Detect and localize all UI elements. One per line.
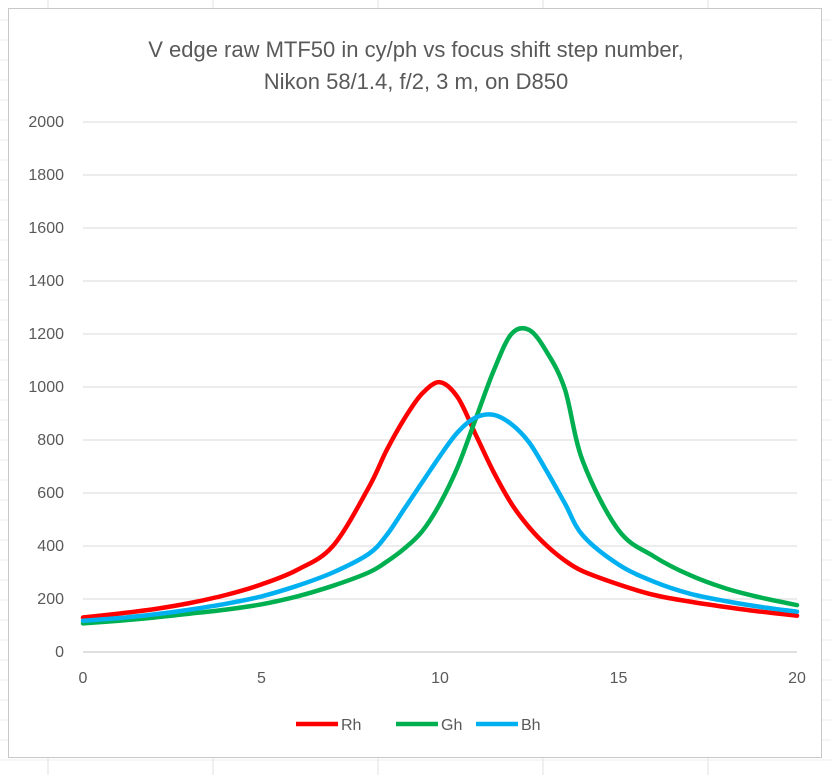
gridlines — [83, 121, 797, 653]
y-tick-label: 400 — [37, 538, 64, 555]
legend-label-gh: Gh — [441, 717, 462, 734]
y-tick-label: 200 — [37, 591, 64, 608]
x-tick-label: 10 — [431, 670, 449, 687]
x-tick-label: 0 — [79, 670, 88, 687]
y-tick-label: 0 — [55, 644, 64, 661]
x-tick-label: 15 — [610, 670, 628, 687]
legend-label-rh: Rh — [341, 717, 361, 734]
y-axis-tick-labels: 0 200 400 600 800 1000 1200 1400 1600 1800 2000 — [28, 114, 64, 661]
chart-title-line-2: Nikon 58/1.4, f/2, 3 m, on D850 — [264, 69, 569, 94]
y-tick-label: 1000 — [28, 379, 64, 396]
x-tick-label: 5 — [257, 670, 266, 687]
chart-title-line-1: V edge raw MTF50 in cy/ph vs focus shift… — [148, 37, 684, 62]
y-tick-label: 1400 — [28, 273, 64, 290]
y-tick-label: 1800 — [28, 167, 64, 184]
legend-label-bh: Bh — [521, 717, 541, 734]
x-axis-tick-labels: 0 5 10 15 20 — [79, 670, 806, 687]
series-line-gh[interactable] — [80, 325, 800, 626]
y-tick-label: 1200 — [28, 326, 64, 343]
chart-area[interactable]: V edge raw MTF50 in cy/ph vs focus shift… — [8, 8, 822, 758]
y-tick-label: 800 — [37, 432, 64, 449]
series-line-rh[interactable] — [80, 379, 800, 620]
series-lines — [80, 325, 800, 626]
y-tick-label: 1600 — [28, 220, 64, 237]
x-tick-label: 20 — [788, 670, 806, 687]
legend: Rh Gh Bh — [296, 717, 541, 734]
chart-title: V edge raw MTF50 in cy/ph vs focus shift… — [148, 37, 684, 94]
y-tick-label: 2000 — [28, 114, 64, 131]
y-tick-label: 600 — [37, 485, 64, 502]
chart-svg: V edge raw MTF50 in cy/ph vs focus shift… — [28, 37, 806, 734]
series-line-bh[interactable] — [80, 412, 800, 623]
